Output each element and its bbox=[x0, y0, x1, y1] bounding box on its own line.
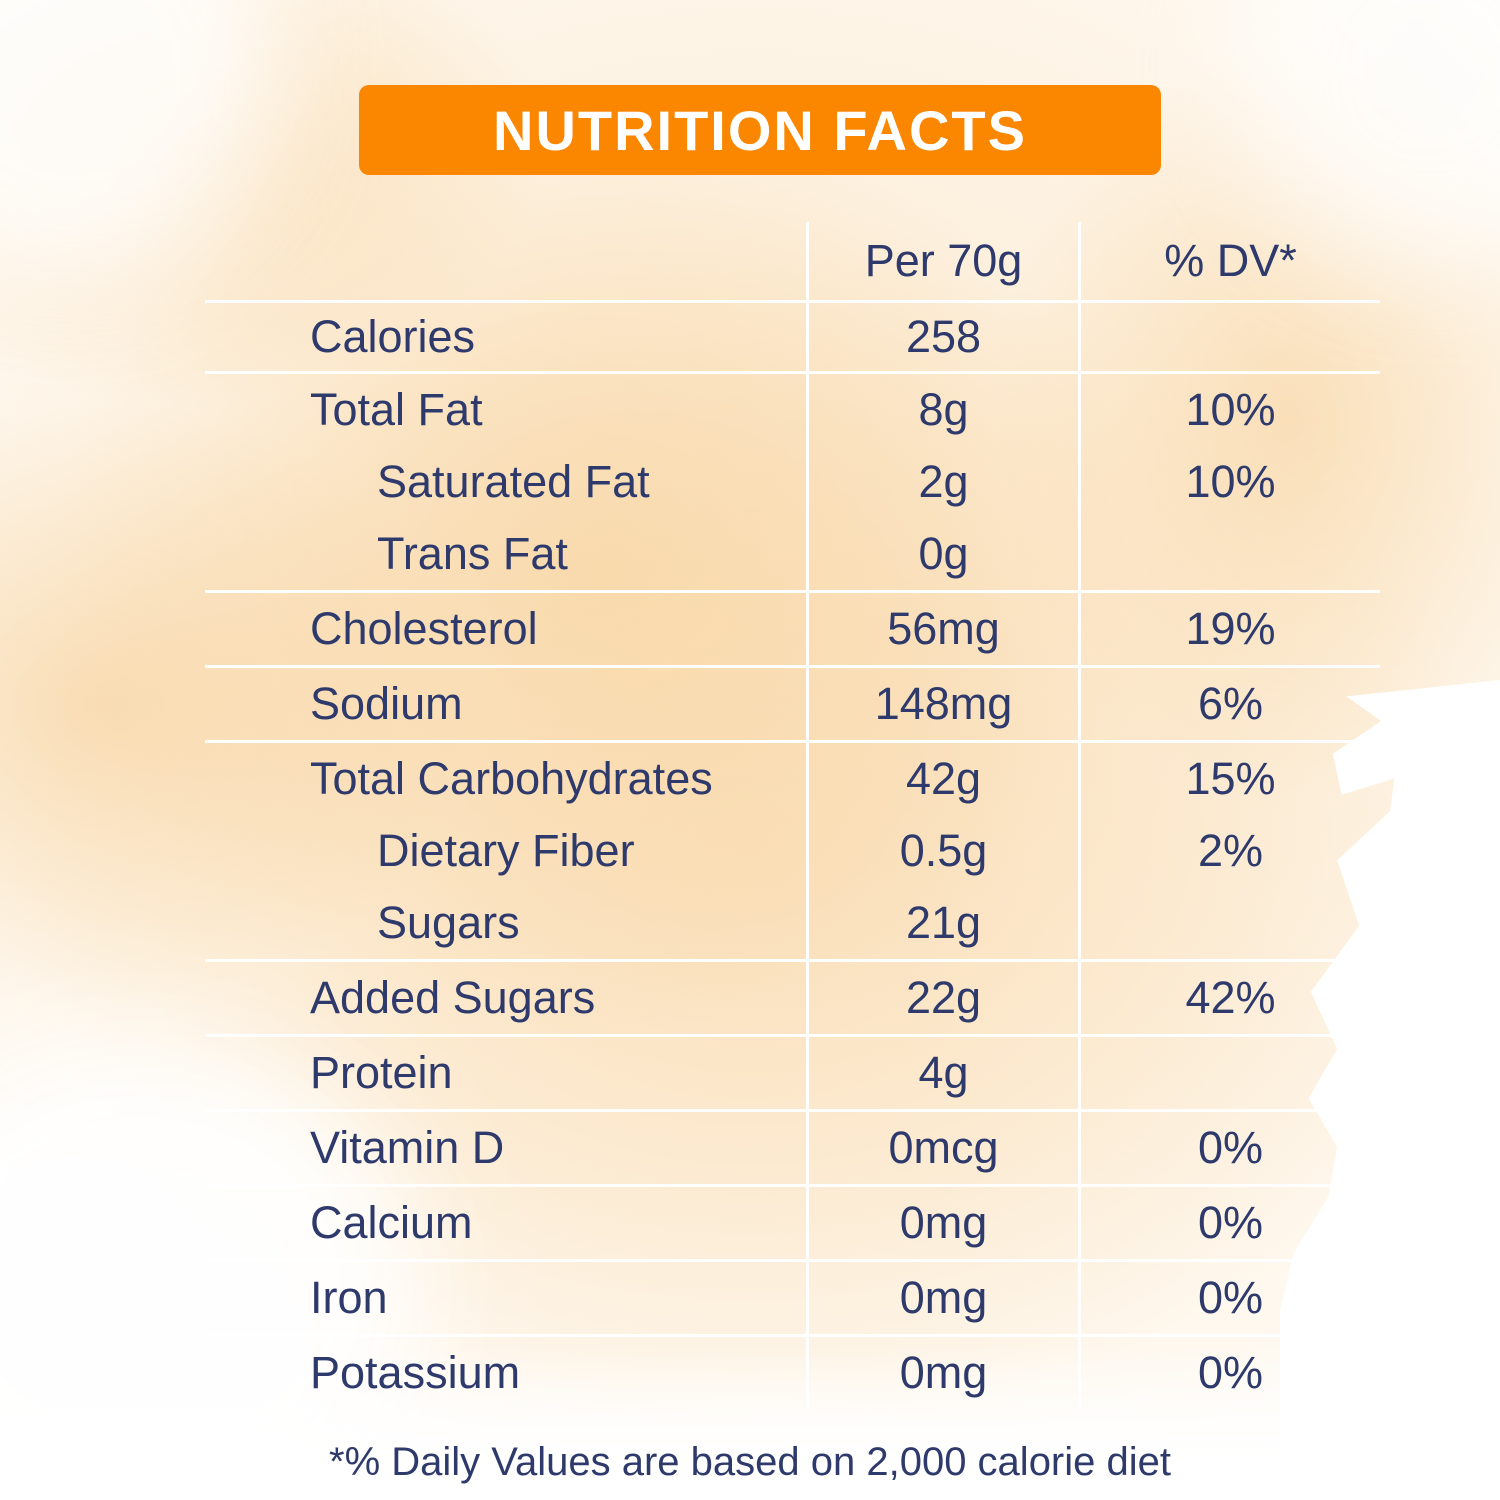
nutrient-amount: 258 bbox=[806, 303, 1078, 371]
nutrient-amount: 22g bbox=[806, 962, 1078, 1034]
nutrient-dv bbox=[1078, 887, 1380, 959]
nutrient-label: Trans Fat bbox=[377, 528, 568, 579]
row-calories: Calories 258 bbox=[205, 303, 1380, 374]
nutrient-amount: 4g bbox=[806, 1037, 1078, 1109]
row-saturated-fat: Saturated Fat 2g 10% bbox=[205, 446, 1380, 518]
page-title: NUTRITION FACTS bbox=[493, 98, 1027, 162]
nutrient-label: Protein bbox=[310, 1047, 453, 1098]
row-sodium: Sodium 148mg 6% bbox=[205, 668, 1380, 743]
nutrition-table: Per 70g % DV* Calories 258 Total Fat 8g … bbox=[205, 222, 1380, 1409]
nutrient-dv: 42% bbox=[1078, 962, 1380, 1034]
header-col-nutrient bbox=[205, 222, 806, 300]
nutrient-label: Cholesterol bbox=[310, 603, 538, 654]
nutrient-label: Dietary Fiber bbox=[377, 825, 635, 876]
nutrient-amount: 0.5g bbox=[806, 815, 1078, 887]
row-cholesterol: Cholesterol 56mg 19% bbox=[205, 593, 1380, 668]
nutrient-amount: 0mg bbox=[806, 1187, 1078, 1259]
row-potassium: Potassium 0mg 0% bbox=[205, 1337, 1380, 1409]
row-trans-fat: Trans Fat 0g bbox=[205, 518, 1380, 593]
nutrient-amount: 0mcg bbox=[806, 1112, 1078, 1184]
nutrient-label: Added Sugars bbox=[310, 972, 596, 1023]
nutrient-dv: 6% bbox=[1078, 668, 1380, 740]
header-col-amount: Per 70g bbox=[806, 222, 1078, 300]
nutrient-dv: 19% bbox=[1078, 593, 1380, 665]
row-sugars: Sugars 21g bbox=[205, 887, 1380, 962]
nutrient-dv: 0% bbox=[1078, 1112, 1380, 1184]
nutrient-dv: 0% bbox=[1078, 1187, 1380, 1259]
row-total-carbohydrates: Total Carbohydrates 42g 15% bbox=[205, 743, 1380, 815]
watercolor-white-fade-bottom bbox=[0, 1040, 1500, 1500]
nutrient-dv bbox=[1078, 1037, 1380, 1109]
nutrient-label: Sugars bbox=[377, 897, 520, 948]
row-iron: Iron 0mg 0% bbox=[205, 1262, 1380, 1337]
header-col-dv: % DV* bbox=[1078, 222, 1380, 300]
title-banner: NUTRITION FACTS bbox=[359, 85, 1161, 175]
row-protein: Protein 4g bbox=[205, 1037, 1380, 1112]
nutrient-amount: 0mg bbox=[806, 1337, 1078, 1409]
nutrient-amount: 0mg bbox=[806, 1262, 1078, 1334]
row-total-fat: Total Fat 8g 10% bbox=[205, 374, 1380, 446]
nutrient-dv: 10% bbox=[1078, 446, 1380, 518]
row-calcium: Calcium 0mg 0% bbox=[205, 1187, 1380, 1262]
nutrient-amount: 56mg bbox=[806, 593, 1078, 665]
nutrient-amount: 8g bbox=[806, 374, 1078, 446]
nutrient-label: Total Fat bbox=[310, 384, 483, 435]
table-header-row: Per 70g % DV* bbox=[205, 222, 1380, 303]
nutrient-amount: 2g bbox=[806, 446, 1078, 518]
row-added-sugars: Added Sugars 22g 42% bbox=[205, 962, 1380, 1037]
nutrient-label: Calories bbox=[310, 311, 476, 362]
nutrient-dv: 15% bbox=[1078, 743, 1380, 815]
nutrient-amount: 148mg bbox=[806, 668, 1078, 740]
daily-values-footnote: *% Daily Values are based on 2,000 calor… bbox=[329, 1440, 1171, 1484]
nutrient-label: Saturated Fat bbox=[377, 456, 650, 507]
nutrient-amount: 0g bbox=[806, 518, 1078, 590]
nutrient-dv: 2% bbox=[1078, 815, 1380, 887]
nutrient-dv: 10% bbox=[1078, 374, 1380, 446]
row-vitamin-d: Vitamin D 0mcg 0% bbox=[205, 1112, 1380, 1187]
nutrient-dv: 0% bbox=[1078, 1262, 1380, 1334]
nutrient-dv bbox=[1078, 518, 1380, 590]
nutrient-label: Sodium bbox=[310, 678, 463, 729]
nutrient-label: Calcium bbox=[310, 1197, 473, 1248]
nutrient-label: Vitamin D bbox=[310, 1122, 505, 1173]
nutrient-label: Iron bbox=[310, 1272, 388, 1323]
nutrient-label: Total Carbohydrates bbox=[310, 753, 713, 804]
nutrient-dv bbox=[1078, 303, 1380, 371]
nutrient-amount: 21g bbox=[806, 887, 1078, 959]
nutrient-dv: 0% bbox=[1078, 1337, 1380, 1409]
row-dietary-fiber: Dietary Fiber 0.5g 2% bbox=[205, 815, 1380, 887]
nutrient-label: Potassium bbox=[310, 1347, 521, 1398]
nutrient-amount: 42g bbox=[806, 743, 1078, 815]
